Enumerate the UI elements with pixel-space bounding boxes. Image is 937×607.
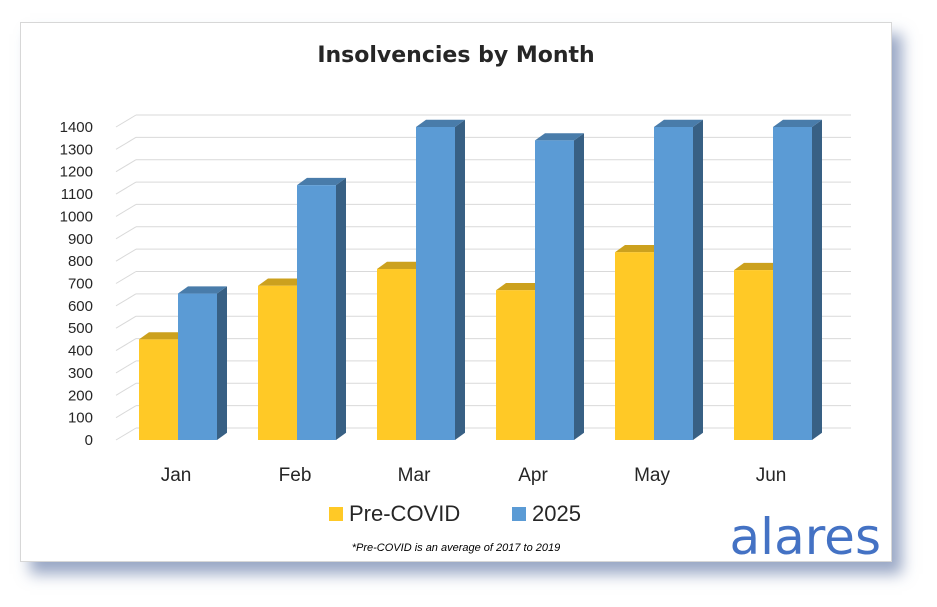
bar-2025-apr bbox=[535, 133, 584, 440]
bar-top bbox=[139, 332, 188, 340]
grid-line-side bbox=[115, 338, 137, 352]
y-tick-label: 200 bbox=[68, 387, 93, 404]
bar-side bbox=[574, 133, 584, 440]
y-tick-label: 1200 bbox=[60, 164, 93, 181]
grid-line-side bbox=[115, 181, 137, 195]
grid-line-side bbox=[115, 114, 137, 128]
grid-lines bbox=[115, 114, 851, 441]
y-axis-ticks: 0 100 200 300 400 500 600 700 800 900 1000 1100 1200… bbox=[60, 119, 93, 449]
bar-front bbox=[258, 285, 297, 440]
x-label-may: May bbox=[634, 465, 670, 486]
bar-2025-may bbox=[654, 119, 703, 441]
y-tick-label: 700 bbox=[68, 276, 93, 293]
bar-front bbox=[416, 127, 455, 440]
footnote: *Pre-COVID is an average of 2017 to 2019 bbox=[352, 542, 561, 554]
x-label-feb: Feb bbox=[279, 465, 312, 486]
grid-line-side bbox=[115, 405, 137, 419]
x-label-mar: Mar bbox=[398, 465, 431, 486]
grid-line-side bbox=[115, 248, 137, 262]
grid-line-side bbox=[115, 427, 137, 441]
y-tick-label: 600 bbox=[68, 298, 93, 315]
grid-line-side bbox=[115, 203, 137, 217]
bar-2025-feb bbox=[297, 177, 346, 440]
bar-side bbox=[455, 119, 465, 441]
y-tick-label: 1000 bbox=[60, 208, 93, 225]
legend-label-pre-covid: Pre-COVID bbox=[349, 501, 460, 526]
bar-front bbox=[773, 127, 812, 440]
bar-top bbox=[535, 133, 584, 141]
bar-side bbox=[812, 119, 822, 441]
bar-top bbox=[496, 283, 545, 291]
bar-top bbox=[654, 119, 703, 127]
y-tick-label: 300 bbox=[68, 365, 93, 382]
bar-front bbox=[654, 127, 693, 440]
bar-2025-jan bbox=[178, 286, 227, 440]
y-tick-label: 1400 bbox=[60, 119, 93, 136]
bar-front bbox=[734, 270, 773, 440]
bar-2025-mar bbox=[416, 119, 465, 441]
bar-top bbox=[734, 262, 783, 271]
alares-logo: alares bbox=[730, 508, 881, 561]
grid-line-side bbox=[115, 271, 137, 284]
bar-front bbox=[178, 293, 217, 440]
bar-front bbox=[139, 339, 178, 440]
bar-top bbox=[297, 177, 346, 186]
x-axis-labels: Jan Feb Mar Apr May Jun bbox=[161, 465, 787, 486]
legend-label-2025: 2025 bbox=[532, 501, 581, 526]
grid-line-side bbox=[115, 360, 137, 374]
bar-side bbox=[217, 286, 227, 440]
y-tick-label: 100 bbox=[68, 410, 93, 427]
bar-top bbox=[178, 286, 227, 294]
bar-side bbox=[693, 119, 703, 441]
bar-side bbox=[336, 177, 346, 440]
grid-line-side bbox=[115, 315, 137, 329]
x-label-apr: Apr bbox=[518, 465, 548, 486]
chart-card: Insolvencies by Month 0 100 200 300 400 500 60… bbox=[20, 22, 892, 562]
legend-swatch-pre-covid bbox=[329, 507, 343, 521]
bar-top bbox=[773, 119, 822, 127]
y-tick-label: 0 bbox=[85, 432, 93, 449]
bar-front bbox=[377, 268, 416, 440]
y-tick-label: 900 bbox=[68, 231, 93, 248]
x-label-jan: Jan bbox=[161, 465, 192, 486]
y-tick-label: 1100 bbox=[61, 186, 93, 203]
grid-line-side bbox=[115, 226, 137, 240]
x-label-jun: Jun bbox=[756, 465, 787, 486]
legend: Pre-COVID 2025 bbox=[329, 501, 581, 526]
bar-top bbox=[258, 278, 307, 286]
bar-front bbox=[496, 290, 535, 440]
bar-front bbox=[615, 252, 654, 440]
grid-line-side bbox=[115, 136, 137, 150]
insolvencies-chart: Insolvencies by Month 0 100 200 300 400 500 60… bbox=[60, 43, 881, 561]
chart-title: Insolvencies by Month bbox=[317, 43, 594, 68]
grid-line-side bbox=[115, 159, 137, 173]
grid-line-side bbox=[115, 293, 137, 307]
bar-top bbox=[377, 261, 426, 269]
y-tick-label: 800 bbox=[68, 253, 93, 270]
legend-swatch-2025 bbox=[512, 507, 526, 521]
bar-top bbox=[615, 245, 664, 253]
y-tick-label: 1300 bbox=[60, 141, 93, 158]
bars bbox=[139, 119, 822, 441]
bar-front bbox=[535, 140, 574, 440]
bar-front bbox=[297, 185, 336, 440]
y-tick-label: 400 bbox=[68, 343, 93, 360]
grid-line-side bbox=[115, 382, 137, 396]
y-tick-label: 500 bbox=[68, 320, 93, 337]
bar-2025-jun bbox=[773, 119, 822, 441]
bar-top bbox=[416, 119, 465, 127]
